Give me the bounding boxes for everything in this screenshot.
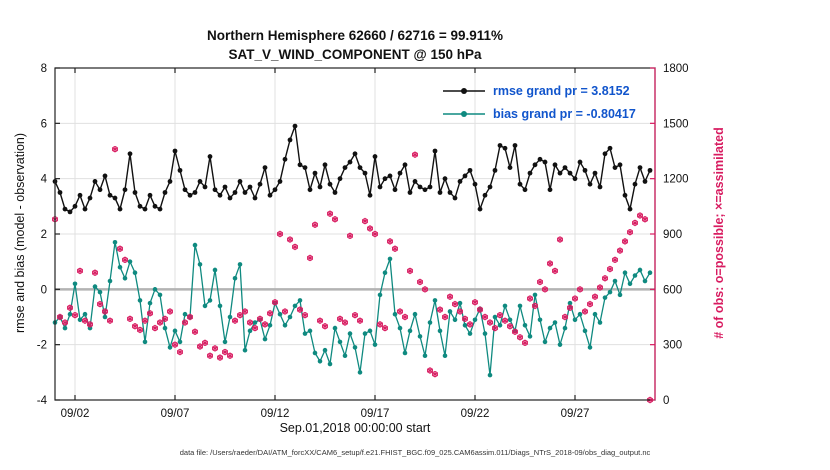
legend-entry-bias: bias grand pr = -0.80417 <box>441 102 636 125</box>
legend: rmse grand pr = 3.8152 bias grand pr = -… <box>441 79 636 125</box>
x-tick-label: 09/22 <box>461 408 490 420</box>
y-right-tick-label: 900 <box>663 229 682 241</box>
y-left-tick-label: 8 <box>41 63 47 75</box>
x-axis-label: Sep.01,2018 00:00:00 start <box>279 421 431 435</box>
y-left-tick-label: 6 <box>41 118 47 130</box>
axis-ticks-and-labels: -4 -2 0 2 4 6 8 0 300 600 900 1200 1500 1800 09/02 09/0… <box>37 63 689 420</box>
y-right-tick-label: 1200 <box>663 174 689 186</box>
x-tick-label: 09/12 <box>261 408 290 420</box>
y-axis-label-right: # of obs: o=possible; ×=assimilated <box>712 127 726 339</box>
y-left-tick-label: 4 <box>41 174 48 186</box>
bias-line-swatch <box>443 110 485 117</box>
title-line-1: Northern Hemisphere 62660 / 62716 = 99.9… <box>206 28 504 43</box>
y-right-tick-label: 1800 <box>663 63 689 75</box>
x-tick-label: 09/17 <box>361 408 390 420</box>
rmse-series <box>52 123 653 215</box>
y-right-tick-label: 300 <box>663 340 682 352</box>
plot-title: Northern Hemisphere 62660 / 62716 = 99.9… <box>55 26 655 64</box>
y-left-tick-label: -2 <box>37 340 47 352</box>
y-right-tick-label: 1500 <box>663 118 689 130</box>
bias-series <box>52 240 653 378</box>
y-left-tick-label: 2 <box>41 229 47 241</box>
x-tick-label: 09/02 <box>61 408 90 420</box>
legend-entry-rmse: rmse grand pr = 3.8152 <box>441 79 636 102</box>
y-axis-label-left: rmse and bias (model - observation) <box>13 132 27 334</box>
legend-label-rmse: rmse grand pr = 3.8152 <box>493 83 630 98</box>
y-left-tick-label: 0 <box>41 284 47 296</box>
title-line-2: SAT_V_WIND_COMPONENT @ 150 hPa <box>228 47 482 62</box>
y-left-tick-label: -4 <box>37 395 48 407</box>
legend-label-bias: bias grand pr = -0.80417 <box>493 106 636 121</box>
x-tick-label: 09/07 <box>161 408 190 420</box>
obs-count-markers <box>51 145 654 404</box>
y-right-tick-label: 0 <box>663 395 669 407</box>
data-file-footer: data file: /Users/raeder/DAI/ATM_forcXX/… <box>179 448 651 457</box>
rmse-line-swatch <box>443 87 485 94</box>
y-right-tick-label: 600 <box>663 284 682 296</box>
x-tick-label: 09/27 <box>561 408 590 420</box>
